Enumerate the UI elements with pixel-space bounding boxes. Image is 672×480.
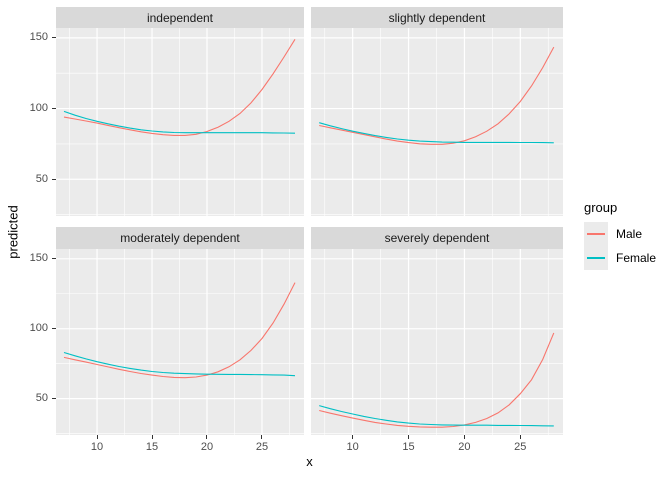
facet-strip-label: severely dependent (384, 231, 490, 245)
x-tick-mark (408, 435, 410, 439)
y-tick-label: 150 (29, 31, 48, 44)
x-tick-mark (463, 435, 465, 439)
facet-strip: moderately dependent (56, 227, 304, 249)
male-line (63, 39, 296, 136)
female-line (63, 351, 296, 377)
plot-panel (56, 249, 304, 435)
plot-panel (311, 249, 563, 435)
x-axis-title: x (306, 454, 313, 469)
panel-canvas (56, 28, 304, 216)
male-line-icon (587, 233, 605, 235)
y-tick-label: 50 (35, 392, 48, 405)
female-line-icon (587, 257, 605, 259)
y-tick-label: 100 (29, 102, 48, 115)
y-tick-mark (52, 328, 56, 330)
y-tick-mark (52, 108, 56, 110)
plot-panel (311, 28, 563, 216)
x-tick-mark (151, 435, 153, 439)
y-axis-title: predicted (5, 205, 21, 259)
y-tick-mark (52, 37, 56, 39)
x-tick-label: 10 (346, 441, 359, 453)
y-tick-mark (52, 258, 56, 260)
facet-strip: severely dependent (311, 227, 563, 249)
facet-strip-label: independent (146, 10, 214, 25)
facet-strip: independent (56, 7, 304, 28)
plot-panel (56, 28, 304, 216)
legend-label-female: Female (616, 251, 657, 265)
x-tick-mark (519, 435, 521, 439)
facet-strip-label: moderately dependent (120, 231, 240, 245)
male-line (319, 46, 555, 145)
panel-canvas (56, 249, 304, 435)
male-line (319, 332, 555, 428)
legend-key-male (584, 222, 608, 246)
male-line (63, 282, 296, 379)
y-tick-mark (52, 178, 56, 180)
x-tick-label: 25 (514, 441, 527, 453)
female-line (319, 405, 554, 427)
legend-title: group (584, 200, 618, 215)
x-tick-label: 15 (402, 441, 415, 453)
x-tick-label: 25 (255, 441, 269, 453)
female-line (63, 110, 296, 134)
x-tick-label: 20 (458, 441, 471, 453)
x-tick-mark (206, 435, 208, 439)
facet-strip: slightly dependent (311, 7, 563, 28)
x-tick-mark (261, 435, 263, 439)
facet-strip-label: slightly dependent (388, 10, 486, 25)
x-tick-mark (352, 435, 354, 439)
female-line (319, 122, 554, 144)
y-tick-label: 50 (35, 172, 48, 185)
legend-key-female (584, 246, 608, 270)
x-tick-label: 15 (145, 441, 159, 453)
y-tick-label: 100 (29, 322, 48, 335)
legend-label-male: Male (616, 227, 643, 241)
x-tick-label: 20 (200, 441, 214, 453)
x-tick-label: 10 (90, 441, 104, 453)
panel-canvas (311, 28, 563, 216)
panel-canvas (311, 249, 563, 435)
y-tick-label: 150 (29, 252, 48, 265)
x-tick-mark (96, 435, 98, 439)
y-tick-mark (52, 398, 56, 400)
